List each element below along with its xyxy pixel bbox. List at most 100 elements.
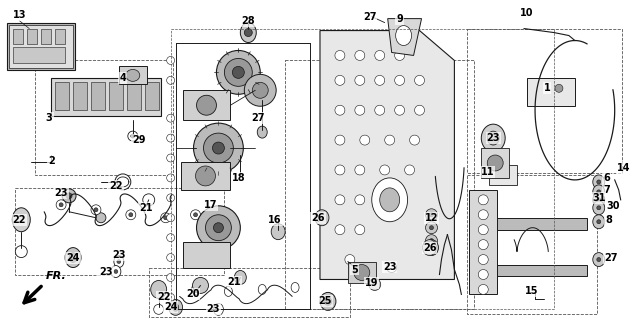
Ellipse shape [192, 284, 199, 294]
Ellipse shape [481, 124, 505, 152]
Ellipse shape [430, 213, 434, 217]
Ellipse shape [324, 297, 332, 305]
Ellipse shape [257, 126, 267, 138]
Ellipse shape [213, 223, 223, 233]
Ellipse shape [166, 194, 175, 202]
Ellipse shape [62, 189, 76, 203]
Ellipse shape [394, 76, 404, 85]
Ellipse shape [592, 175, 605, 189]
Ellipse shape [15, 246, 27, 258]
Ellipse shape [335, 76, 345, 85]
Ellipse shape [372, 178, 408, 222]
Ellipse shape [192, 277, 208, 293]
Ellipse shape [111, 266, 121, 277]
Ellipse shape [335, 51, 345, 60]
Ellipse shape [69, 252, 77, 262]
Ellipse shape [258, 284, 266, 294]
Ellipse shape [166, 293, 175, 301]
Ellipse shape [592, 215, 605, 229]
Text: 18: 18 [232, 173, 245, 183]
Ellipse shape [12, 208, 30, 232]
Bar [27, 28, 37, 44]
Ellipse shape [425, 222, 437, 234]
Ellipse shape [196, 206, 241, 250]
Ellipse shape [592, 252, 605, 267]
Ellipse shape [592, 185, 605, 199]
Text: 20: 20 [186, 289, 199, 300]
Ellipse shape [385, 135, 394, 145]
Bar [285, 60, 474, 309]
Ellipse shape [56, 200, 66, 210]
Ellipse shape [555, 84, 563, 92]
Ellipse shape [161, 213, 171, 223]
Text: 12: 12 [425, 213, 438, 223]
Ellipse shape [94, 208, 98, 212]
Ellipse shape [360, 135, 370, 145]
Text: 31: 31 [592, 193, 606, 203]
Ellipse shape [126, 69, 140, 81]
Bar [91, 82, 105, 110]
Ellipse shape [394, 105, 404, 115]
Text: 23: 23 [99, 267, 113, 276]
Bar [55, 28, 65, 44]
Ellipse shape [244, 74, 276, 106]
Text: 22: 22 [13, 215, 26, 225]
Ellipse shape [479, 225, 488, 235]
Bar [489, 165, 517, 185]
Ellipse shape [291, 283, 299, 292]
Text: 27: 27 [251, 113, 265, 123]
Ellipse shape [387, 262, 397, 273]
Text: 19: 19 [365, 278, 379, 288]
Bar [527, 78, 575, 106]
Text: 22: 22 [157, 292, 170, 302]
Text: 8: 8 [605, 215, 612, 225]
Text: 23: 23 [112, 250, 125, 260]
Text: FR.: FR. [46, 271, 67, 282]
Ellipse shape [404, 165, 415, 175]
Ellipse shape [91, 205, 101, 215]
Ellipse shape [479, 210, 488, 220]
Ellipse shape [117, 260, 121, 264]
Text: 7: 7 [603, 185, 610, 195]
Text: 25: 25 [318, 296, 332, 306]
Polygon shape [469, 190, 497, 294]
Ellipse shape [59, 203, 63, 207]
Bar [109, 82, 123, 110]
Ellipse shape [487, 131, 499, 145]
Text: 21: 21 [139, 203, 153, 213]
Ellipse shape [423, 240, 437, 256]
Ellipse shape [335, 225, 345, 235]
Text: 22: 22 [109, 181, 123, 191]
Bar [8, 23, 75, 70]
Ellipse shape [320, 292, 336, 310]
Ellipse shape [375, 105, 385, 115]
Bar [469, 265, 587, 276]
Ellipse shape [129, 213, 133, 217]
Bar [13, 28, 23, 44]
Text: 16: 16 [268, 215, 282, 225]
Ellipse shape [355, 105, 365, 115]
Ellipse shape [213, 303, 223, 315]
Ellipse shape [154, 304, 164, 314]
Text: 11: 11 [480, 167, 494, 177]
Ellipse shape [225, 59, 253, 86]
Bar [55, 82, 69, 110]
Ellipse shape [166, 253, 175, 261]
Bar [9, 25, 73, 68]
Ellipse shape [131, 134, 135, 138]
Ellipse shape [143, 194, 154, 206]
Ellipse shape [592, 193, 605, 207]
Ellipse shape [410, 135, 420, 145]
Ellipse shape [66, 193, 72, 199]
Ellipse shape [271, 224, 285, 240]
Bar [41, 28, 51, 44]
Bar [469, 218, 587, 230]
Ellipse shape [355, 195, 365, 205]
Text: 23: 23 [54, 188, 68, 198]
Text: 29: 29 [132, 135, 146, 145]
Ellipse shape [166, 76, 175, 84]
Text: 1: 1 [544, 83, 550, 93]
Ellipse shape [354, 265, 370, 280]
Ellipse shape [335, 105, 345, 115]
Text: 21: 21 [228, 277, 241, 287]
